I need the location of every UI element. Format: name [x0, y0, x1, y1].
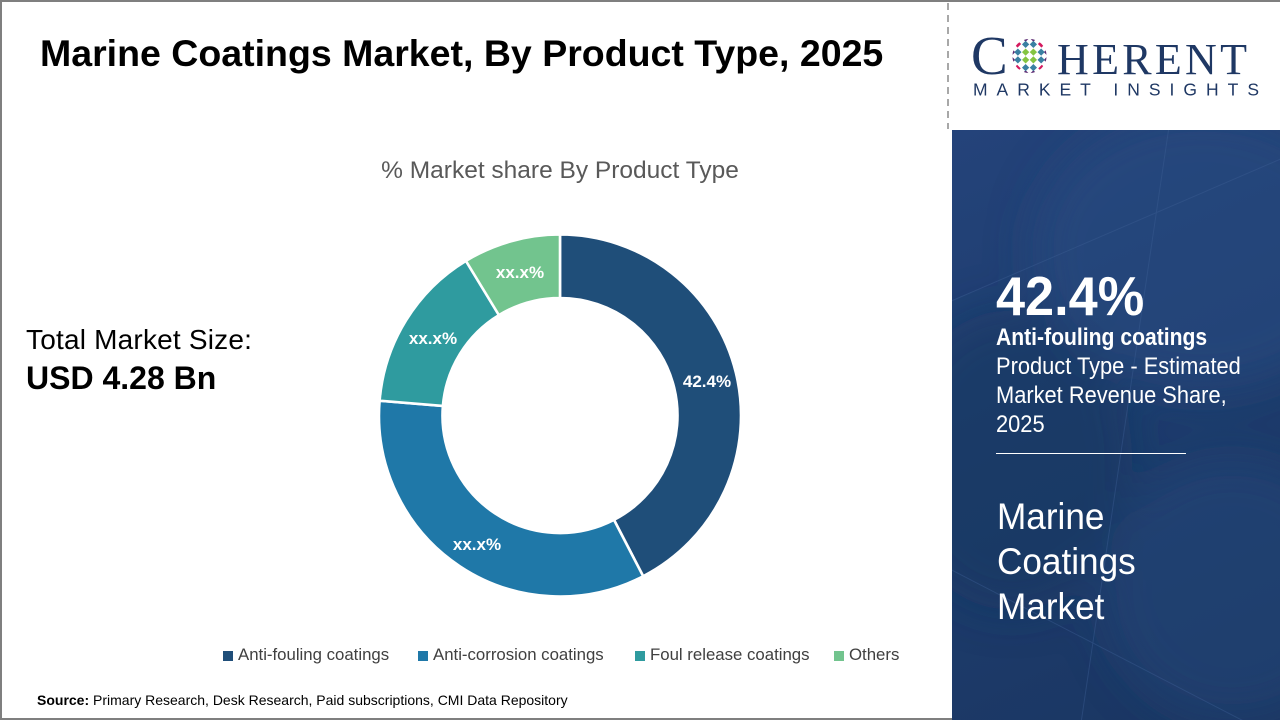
svg-text:MARKET INSIGHTS: MARKET INSIGHTS [973, 80, 1259, 100]
svg-text:C: C [971, 25, 1008, 86]
svg-text:42.4%: 42.4% [683, 372, 731, 391]
svg-text:xx.x%: xx.x% [409, 329, 457, 348]
svg-text:HERENT: HERENT [1057, 35, 1247, 84]
svg-text:xx.x%: xx.x% [496, 263, 544, 282]
svg-text:xx.x%: xx.x% [453, 535, 501, 554]
